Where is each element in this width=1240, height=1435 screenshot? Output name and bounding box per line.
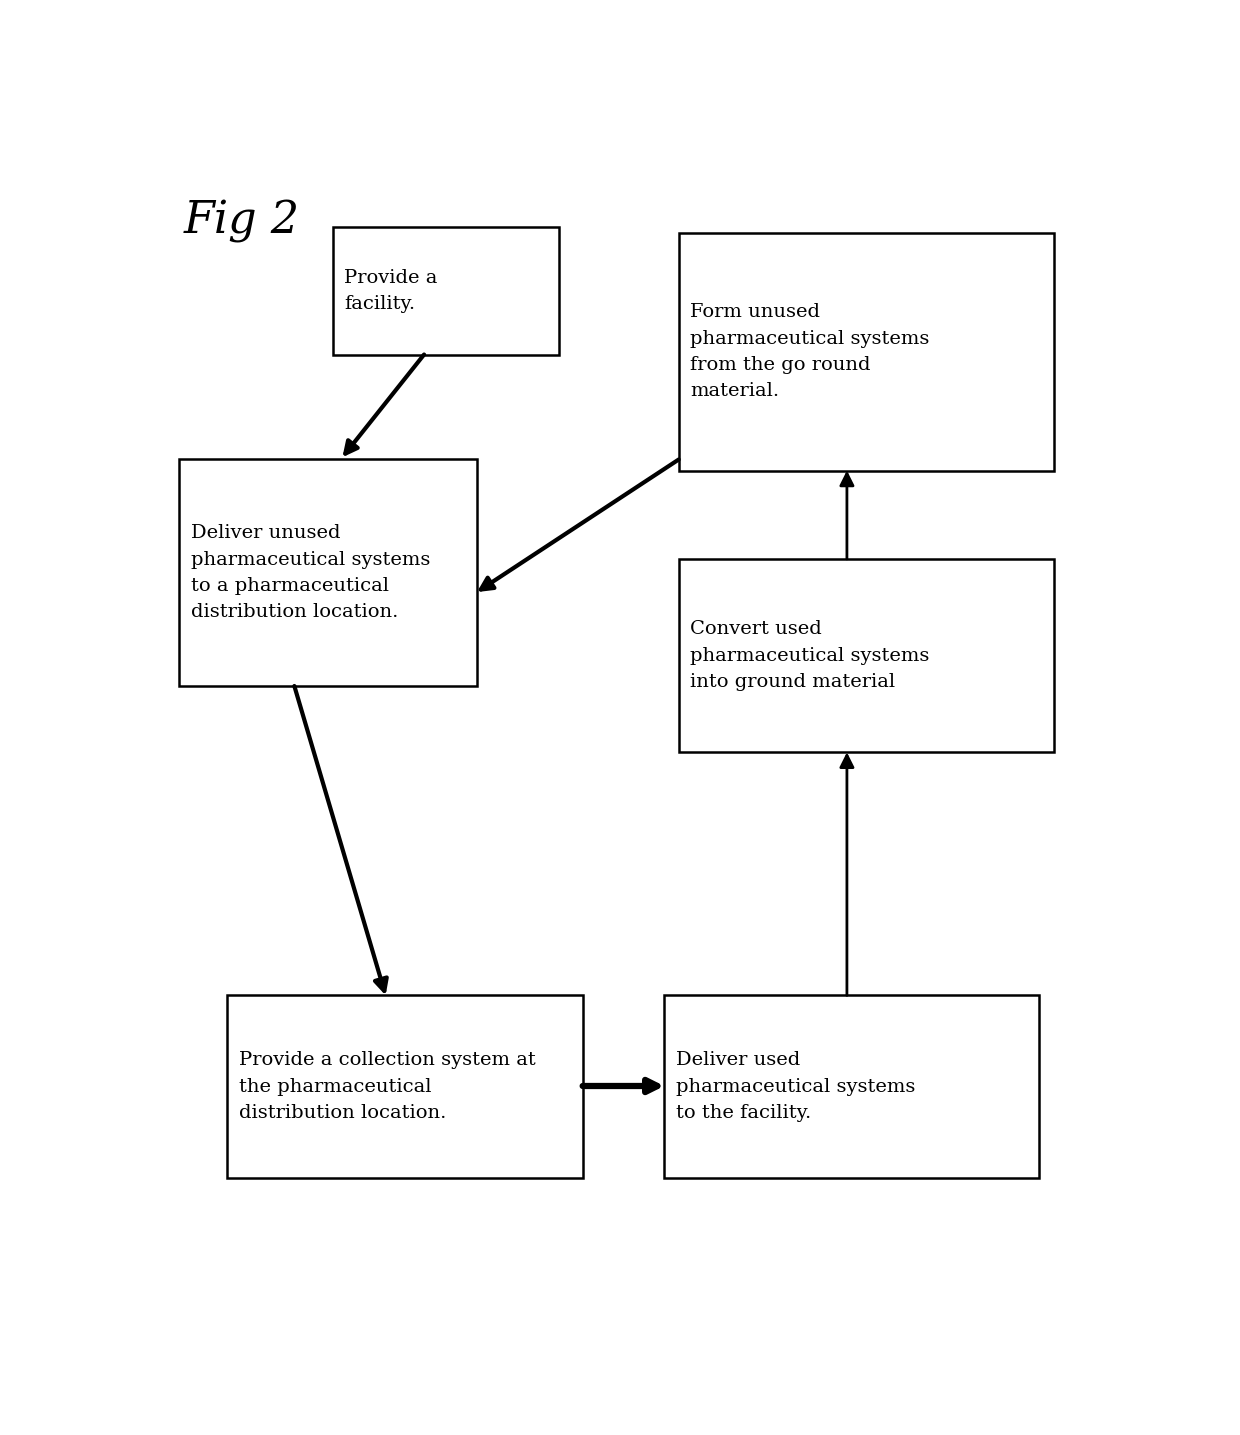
Bar <box>665 996 1039 1178</box>
Text: Deliver used
pharmaceutical systems
to the facility.: Deliver used pharmaceutical systems to t… <box>676 1052 915 1122</box>
Text: Provide a collection system at
the pharmaceutical
distribution location.: Provide a collection system at the pharm… <box>238 1052 536 1122</box>
Text: Form unused
pharmaceutical systems
from the go round
material.: Form unused pharmaceutical systems from … <box>691 303 930 400</box>
Bar <box>227 996 583 1178</box>
Bar <box>678 232 1054 471</box>
Text: Deliver unused
pharmaceutical systems
to a pharmaceutical
distribution location.: Deliver unused pharmaceutical systems to… <box>191 524 430 621</box>
Bar <box>678 558 1054 752</box>
Text: Convert used
pharmaceutical systems
into ground material: Convert used pharmaceutical systems into… <box>691 620 930 692</box>
Text: Fig 2: Fig 2 <box>184 199 300 243</box>
Text: Provide a
facility.: Provide a facility. <box>345 268 438 313</box>
Bar <box>179 459 477 686</box>
Bar <box>332 227 558 354</box>
